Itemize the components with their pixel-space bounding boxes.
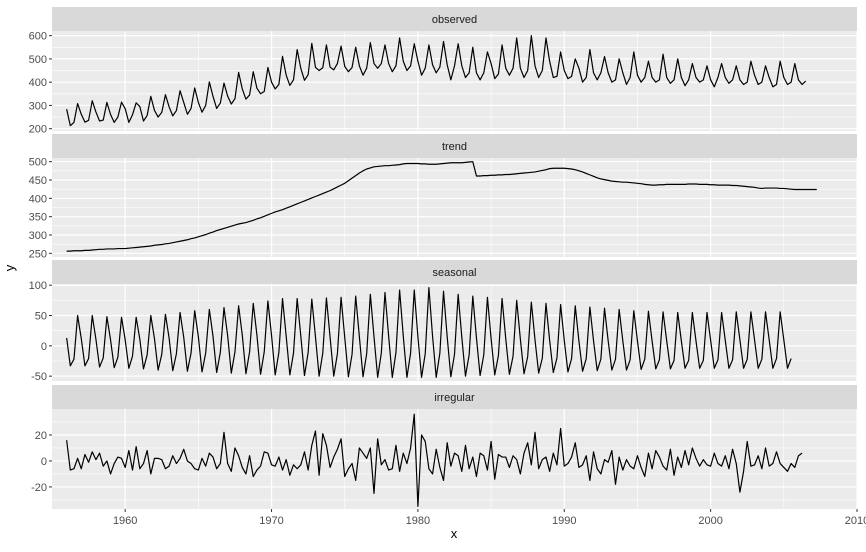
strip-label-seasonal: seasonal [432,267,476,279]
x-tick-label: 2000 [698,515,722,527]
strip-trend [52,134,857,158]
y-tick-label: 300 [29,230,47,242]
panel-irregular: irregular -20 0 20 [31,385,858,509]
y-tick-label: 400 [29,77,47,89]
y-tick-label: 350 [29,212,47,224]
y-axis-title: y [2,264,17,271]
y-tick-label: 600 [29,31,47,43]
y-tick-label: 250 [29,248,47,260]
panel-trend: trend 250 300 350 400 450 500 [29,134,858,260]
series-line-irregular [66,413,803,507]
strip-seasonal [52,260,857,284]
y-tick-label: 500 [29,157,47,169]
series-line-observed [66,35,807,127]
x-tick-label: 1970 [259,515,283,527]
panel-background-irregular [52,409,857,509]
y-tick-label: 200 [29,124,47,136]
y-tick-label: 100 [29,280,47,292]
strip-label-trend: trend [442,141,467,153]
strip-label-irregular: irregular [434,392,475,404]
strip-label-observed: observed [432,14,477,26]
x-tick-label: 1990 [552,515,576,527]
series-line-trend [66,161,817,252]
series-line-seasonal [66,287,792,378]
strip-irregular [52,385,857,409]
x-tick-label: 2010 [845,515,866,527]
y-tick-label: -20 [31,482,47,494]
y-tick-label: 400 [29,193,47,205]
panel-seasonal: seasonal -50 0 50 100 [29,260,858,383]
y-tick-label: 20 [35,430,47,442]
y-tick-label: 50 [35,311,47,323]
x-tick-label: 1980 [406,515,430,527]
x-axis-title: x [451,526,458,541]
x-tick-label: 1960 [113,515,137,527]
y-tick-label: 0 [41,456,47,468]
panel-background-observed [52,31,857,131]
y-tick-label: 450 [29,175,47,187]
y-tick-label: -50 [31,371,47,383]
y-tick-label: 500 [29,54,47,66]
y-tick-label: 0 [41,341,47,353]
y-tick-label: 300 [29,100,47,112]
strip-observed [52,7,857,31]
panel-observed: observed 200 300 400 500 600 [29,7,858,136]
